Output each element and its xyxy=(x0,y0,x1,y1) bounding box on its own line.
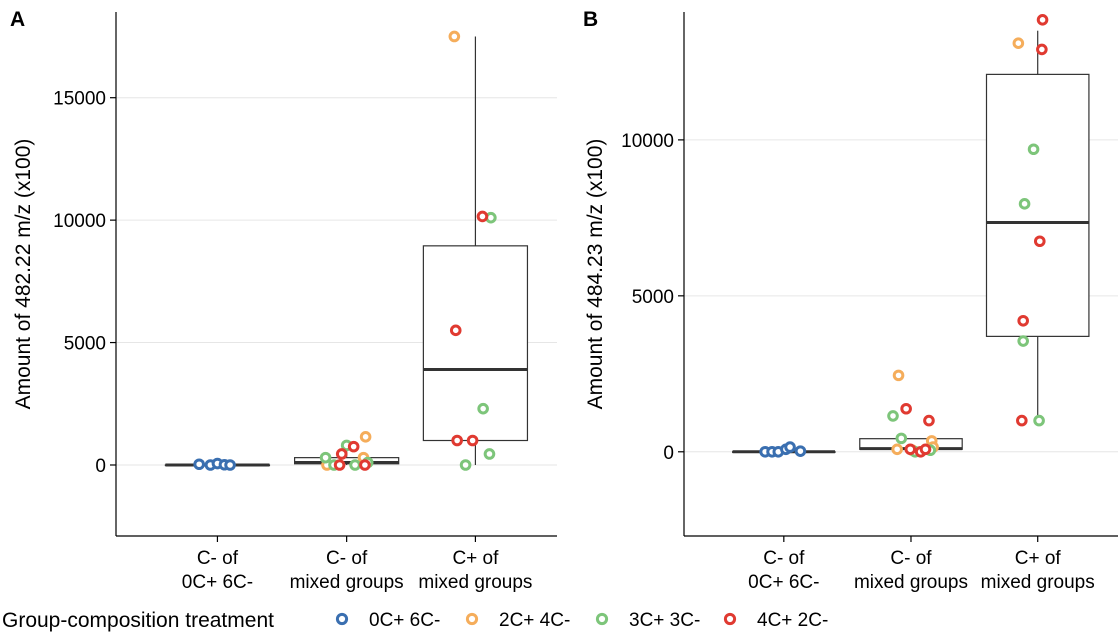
legend-label: 0C+ 6C- xyxy=(369,610,440,631)
data-point xyxy=(1018,198,1031,210)
x-tick-label: C+ of xyxy=(452,548,499,569)
data-point xyxy=(451,434,463,447)
x-tick-label: 0C+ 6C- xyxy=(182,572,253,593)
x-tick-label: 0C+ 6C- xyxy=(748,572,819,593)
y-tick-label: 5000 xyxy=(632,287,674,308)
box xyxy=(422,245,529,442)
data-point xyxy=(919,443,932,456)
panel-a: 0 5000 10000 15000 C- of 0C+ 6C- C- of mixed gr… xyxy=(10,8,557,593)
data-point xyxy=(1027,143,1040,156)
open-circle-icon xyxy=(723,612,737,626)
x-tick-label: C- of xyxy=(326,548,368,569)
data-point xyxy=(1033,414,1045,427)
data-point xyxy=(359,431,372,443)
data-point xyxy=(891,443,903,456)
data-point xyxy=(1033,235,1046,248)
data-point xyxy=(923,414,935,427)
x-tick-label: C- of xyxy=(197,548,239,569)
legend: Group-composition treatment 0C+ 6C- 2C+ 4C… xyxy=(2,609,828,632)
legend-title: Group-composition treatment xyxy=(2,609,274,632)
data-point xyxy=(335,448,348,460)
open-circle-icon xyxy=(335,612,349,626)
legend-label: 2C+ 4C- xyxy=(499,610,570,631)
y-tick-label: 10000 xyxy=(621,131,674,152)
panel-b: 0 5000 10000 C- of 0C+ 6C- C- of mixed groups C… xyxy=(583,8,1118,593)
data-point xyxy=(887,410,899,422)
data-point xyxy=(1016,414,1028,427)
data-point xyxy=(1017,314,1029,327)
x-tick-label: mixed groups xyxy=(981,572,1095,593)
y-axis-label: Amount of 484.23 m/z (x100) xyxy=(584,139,607,410)
data-point xyxy=(1036,13,1049,26)
y-tick-label: 0 xyxy=(95,456,106,477)
data-point xyxy=(448,30,461,43)
data-point xyxy=(904,443,917,456)
x-tick-label: C- of xyxy=(763,548,805,569)
data-point xyxy=(466,434,479,447)
data-point xyxy=(333,459,346,471)
open-circle-icon xyxy=(465,612,479,626)
data-point xyxy=(483,448,496,460)
y-tick-label: 5000 xyxy=(64,334,106,355)
data-point xyxy=(477,402,489,415)
data-point xyxy=(794,445,807,457)
data-point xyxy=(459,459,472,471)
data-point xyxy=(359,459,371,471)
data-point xyxy=(476,210,489,223)
data-point xyxy=(193,458,205,471)
panel-tag: A xyxy=(10,8,25,31)
data-point xyxy=(224,459,236,471)
data-point xyxy=(347,440,360,453)
y-tick-label: 10000 xyxy=(53,211,106,232)
data-point xyxy=(900,402,912,415)
y-tick-label: 0 xyxy=(663,443,674,464)
x-tick-label: C+ of xyxy=(1015,548,1062,569)
data-point xyxy=(1012,37,1025,49)
data-point xyxy=(895,432,908,445)
x-tick-label: C- of xyxy=(890,548,932,569)
open-circle-icon xyxy=(595,612,609,626)
x-tick-label: mixed groups xyxy=(854,572,968,593)
data-point xyxy=(449,324,462,337)
data-point xyxy=(319,451,332,464)
legend-label: 3C+ 3C- xyxy=(629,610,700,631)
data-point xyxy=(349,459,361,471)
x-tick-label: mixed groups xyxy=(290,572,404,593)
x-tick-label: mixed groups xyxy=(418,572,532,593)
data-point xyxy=(1017,335,1029,347)
panel-tag: B xyxy=(583,8,598,31)
data-point xyxy=(892,369,905,382)
y-axis-label: Amount of 482.22 m/z (x100) xyxy=(12,139,35,410)
box xyxy=(985,73,1090,337)
legend-label: 4C+ 2C- xyxy=(757,610,828,631)
data-point xyxy=(1036,43,1048,56)
data-point xyxy=(784,441,796,453)
y-tick-label: 15000 xyxy=(53,89,106,110)
